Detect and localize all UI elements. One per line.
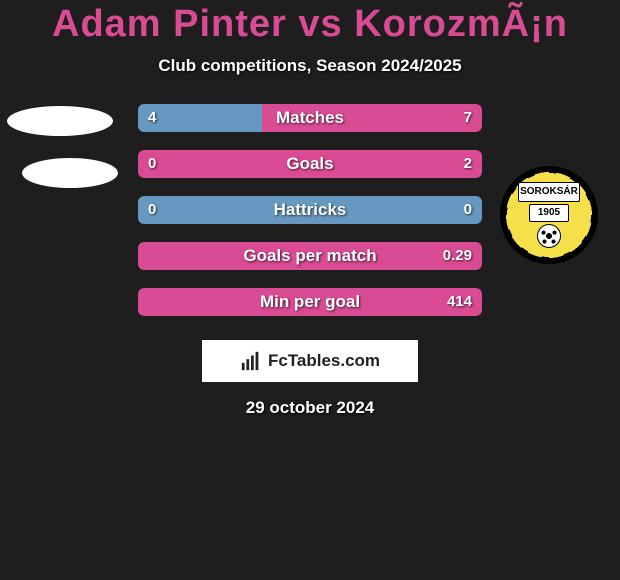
stat-label: Matches (138, 104, 482, 132)
brand-box[interactable]: FcTables.com (202, 340, 418, 382)
comparison-stage: SOROKSÁR 1905 Matches47Goals02Hattricks0… (0, 94, 620, 574)
stat-right-value: 2 (464, 150, 472, 178)
stat-label: Goals per match (138, 242, 482, 270)
stat-row: Goals per match0.29 (138, 242, 482, 270)
stat-label: Hattricks (138, 196, 482, 224)
stat-row: Matches4 7 (138, 104, 482, 132)
stat-left-value: 0 (148, 150, 156, 178)
page-title: Adam Pinter vs KorozmÃ¡n (0, 0, 620, 46)
stat-label: Goals (138, 150, 482, 178)
stat-left-value: 0 (148, 196, 156, 224)
stat-right-value: 0.29 (443, 242, 472, 270)
date-text: 29 october 2024 (0, 398, 620, 418)
stat-right-value: 7 (464, 104, 472, 132)
stat-row: Hattricks0 0 (138, 196, 482, 224)
stat-row: Goals0 2 (138, 150, 482, 178)
stat-right-value: 0 (464, 196, 472, 224)
bar-chart-icon (240, 350, 262, 372)
team-badge: SOROKSÁR 1905 (500, 166, 598, 264)
player-placeholder-1 (7, 106, 113, 136)
stat-row: Min per goal414 (138, 288, 482, 316)
stat-left-value: 4 (148, 104, 156, 132)
player-placeholder-2 (22, 158, 118, 188)
badge-stripe (500, 166, 598, 264)
page-subtitle: Club competitions, Season 2024/2025 (0, 56, 620, 76)
brand-text: FcTables.com (268, 351, 380, 371)
stat-label: Min per goal (138, 288, 482, 316)
stat-rows: Matches47Goals02Hattricks00Goals per mat… (138, 104, 482, 334)
stat-right-value: 414 (447, 288, 472, 316)
